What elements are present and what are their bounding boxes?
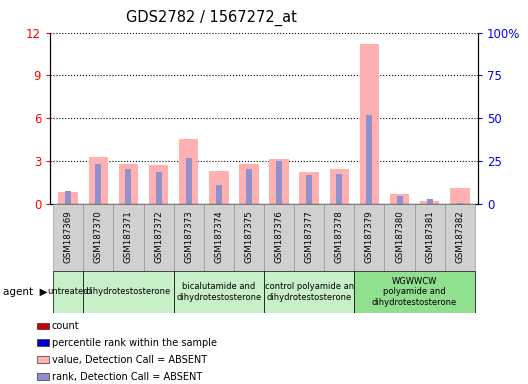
Bar [53, 271, 83, 313]
Bar [420, 201, 439, 204]
Bar [156, 172, 162, 204]
Text: untreated: untreated [48, 287, 89, 296]
Bar [397, 196, 402, 204]
Bar [144, 204, 174, 271]
Bar [149, 165, 168, 204]
Bar [114, 204, 144, 271]
Text: dihydrotestosterone: dihydrotestosterone [86, 287, 171, 296]
Text: GSM187371: GSM187371 [124, 211, 133, 263]
Text: GSM187375: GSM187375 [244, 211, 253, 263]
Bar [324, 204, 354, 271]
Text: percentile rank within the sample: percentile rank within the sample [52, 338, 217, 348]
Bar [174, 204, 204, 271]
Bar [354, 271, 475, 313]
Bar [294, 204, 324, 271]
Text: control polyamide an
dihydrotestosterone: control polyamide an dihydrotestosterone [265, 282, 354, 301]
Bar [96, 164, 101, 204]
Bar [264, 271, 354, 313]
Bar [414, 204, 445, 271]
Bar [179, 139, 199, 204]
Bar [390, 194, 409, 204]
Text: WGWWCW
polyamide and
dihydrotestosterone: WGWWCW polyamide and dihydrotestosterone [372, 277, 457, 307]
Bar [89, 157, 108, 204]
Bar [457, 203, 463, 204]
Bar [53, 204, 83, 271]
Text: GSM187379: GSM187379 [365, 211, 374, 263]
Bar [204, 204, 234, 271]
Text: GSM187376: GSM187376 [275, 211, 284, 263]
Text: GSM187382: GSM187382 [455, 211, 464, 263]
Bar [65, 191, 71, 204]
Bar [445, 204, 475, 271]
Bar [360, 44, 379, 204]
Text: GSM187372: GSM187372 [154, 211, 163, 263]
Text: GSM187380: GSM187380 [395, 211, 404, 263]
Bar [186, 158, 192, 204]
Text: bicalutamide and
dihydrotestosterone: bicalutamide and dihydrotestosterone [176, 282, 261, 301]
Bar [336, 174, 342, 204]
Text: GSM187369: GSM187369 [64, 211, 73, 263]
Text: GSM187373: GSM187373 [184, 211, 193, 263]
Text: agent  ▶: agent ▶ [3, 287, 48, 297]
Text: GSM187374: GSM187374 [214, 211, 223, 263]
Text: GDS2782 / 1567272_at: GDS2782 / 1567272_at [126, 10, 297, 26]
Bar [83, 204, 114, 271]
Bar [119, 164, 138, 204]
Text: value, Detection Call = ABSENT: value, Detection Call = ABSENT [52, 355, 207, 365]
Bar [264, 204, 294, 271]
Bar [366, 115, 372, 204]
Bar [83, 271, 174, 313]
Bar [239, 164, 259, 204]
Bar [269, 159, 289, 204]
Text: GSM187377: GSM187377 [305, 211, 314, 263]
Bar [329, 169, 349, 204]
Text: GSM187378: GSM187378 [335, 211, 344, 263]
Bar [306, 175, 312, 204]
Bar [299, 172, 319, 204]
Text: GSM187381: GSM187381 [425, 211, 434, 263]
Bar [246, 169, 252, 204]
Text: rank, Detection Call = ABSENT: rank, Detection Call = ABSENT [52, 372, 202, 382]
Bar [174, 271, 264, 313]
Bar [384, 204, 414, 271]
Bar [216, 185, 222, 204]
Bar [126, 169, 131, 204]
Bar [427, 199, 432, 204]
Bar [450, 188, 469, 204]
Bar [276, 161, 282, 204]
Bar [354, 204, 384, 271]
Bar [209, 171, 229, 204]
Bar [234, 204, 264, 271]
Text: count: count [52, 321, 79, 331]
Bar [59, 192, 78, 204]
Text: GSM187370: GSM187370 [94, 211, 103, 263]
